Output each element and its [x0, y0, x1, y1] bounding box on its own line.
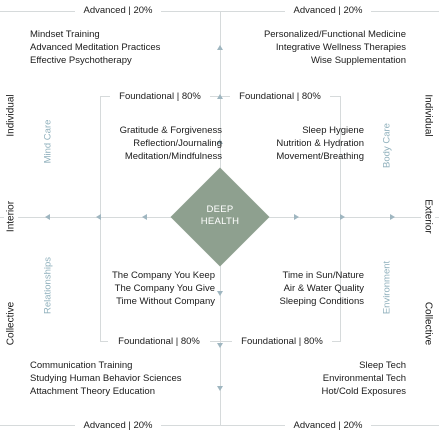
arrow-left-icon — [96, 214, 101, 220]
arrow-up-icon — [217, 45, 223, 50]
list-item: Studying Human Behavior Sciences — [30, 373, 182, 384]
bottom-left-foundational-list: The Company You Keep The Company You Giv… — [112, 269, 215, 308]
outer-top-line — [0, 11, 439, 12]
quadrant-label-body-care: Body Care — [381, 123, 393, 168]
axis-right-exterior-bg — [421, 200, 435, 236]
list-item: Personalized/Functional Medicine — [263, 29, 406, 40]
list-item: Integrative Wellness Therapies — [275, 42, 406, 53]
arrow-right-icon — [294, 214, 299, 220]
axis-right-exterior: Exterior — [422, 199, 434, 234]
arrow-left-icon — [45, 214, 50, 220]
axis-left-collective: Collective — [5, 301, 17, 346]
bottom-right-advanced-list: Sleep Tech Environmental Tech Hot/Cold E… — [322, 359, 406, 398]
deep-health-line2: HEALTH — [200, 216, 240, 227]
list-item: Nutrition & Hydration — [276, 138, 364, 149]
list-item: The Company You Give — [114, 283, 215, 294]
outer-bottom-line — [0, 425, 439, 426]
list-item: Attachment Theory Education — [30, 386, 155, 397]
top-right-foundational-list: Sleep Hygiene Nutrition & Hydration Move… — [276, 124, 364, 163]
arrow-up-icon — [217, 139, 223, 144]
list-item: Time in Sun/Nature — [282, 270, 365, 281]
arrow-left-icon — [142, 214, 147, 220]
list-item: Meditation/Mindfulness — [124, 151, 222, 162]
arrow-right-icon — [390, 214, 395, 220]
quadrant-label-environment: Environment — [381, 260, 393, 315]
list-item: Hot/Cold Exposures — [321, 386, 406, 397]
arrow-up-icon — [217, 94, 223, 99]
axis-left-interior-bg — [4, 200, 18, 236]
list-item: Gratitude & Forgiveness — [119, 125, 222, 136]
list-item: Advanced Meditation Practices — [30, 42, 161, 53]
list-item: Mindset Training — [30, 29, 100, 40]
quadrant-label-mind-care: Mind Care — [42, 119, 54, 164]
advanced-bottom-right-label: Advanced | 20% — [293, 420, 363, 431]
list-item: Sleeping Conditions — [279, 296, 364, 307]
arrow-down-icon — [217, 386, 223, 391]
axis-left-individual: Individual — [5, 94, 17, 137]
list-item: Air & Water Quality — [283, 283, 364, 294]
top-right-advanced-list: Personalized/Functional Medicine Integra… — [264, 28, 406, 67]
axis-right-collective: Collective — [422, 301, 434, 346]
list-item: Effective Psychotherapy — [30, 55, 132, 66]
advanced-top-right-label: Advanced | 20% — [293, 5, 363, 16]
foundational-top-left-label: Foundational | 80% — [119, 91, 201, 102]
list-item: Environmental Tech — [322, 373, 406, 384]
list-item: Sleep Hygiene — [302, 125, 364, 136]
quadrant-label-relationships: Relationships — [42, 256, 54, 315]
advanced-bottom-left-label: Advanced | 20% — [83, 420, 153, 431]
deep-health-line1: DEEP — [206, 204, 234, 215]
top-left-foundational-list: Gratitude & Forgiveness Reflection/Journ… — [120, 124, 222, 163]
list-item: Wise Supplementation — [310, 55, 406, 66]
foundational-top-right-label: Foundational | 80% — [239, 91, 321, 102]
list-item: Movement/Breathing — [276, 151, 364, 162]
top-left-advanced-list: Mindset Training Advanced Meditation Pra… — [30, 28, 160, 67]
advanced-top-left-label: Advanced | 20% — [83, 5, 153, 16]
deep-health-label: DEEP HEALTH — [180, 204, 260, 228]
bottom-left-advanced-list: Communication Training Studying Human Be… — [30, 359, 182, 398]
bottom-right-foundational-list: Time in Sun/Nature Air & Water Quality S… — [279, 269, 364, 308]
foundational-bottom-left-label: Foundational | 80% — [118, 336, 200, 347]
axis-right-individual: Individual — [422, 94, 434, 137]
arrow-down-icon — [217, 343, 223, 348]
list-item: Time Without Company — [116, 296, 215, 307]
axis-left-interior: Interior — [5, 200, 17, 233]
list-item: Reflection/Journaling — [133, 138, 222, 149]
foundational-bottom-right-label: Foundational | 80% — [241, 336, 323, 347]
arrow-down-icon — [217, 291, 223, 296]
list-item: Communication Training — [30, 360, 133, 371]
list-item: Sleep Tech — [359, 360, 406, 371]
arrow-right-icon — [340, 214, 345, 220]
list-item: The Company You Keep — [112, 270, 215, 281]
